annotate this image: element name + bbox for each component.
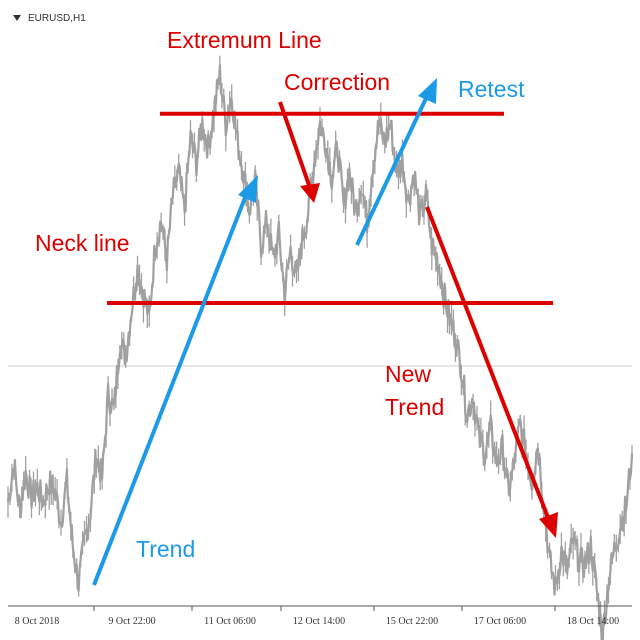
- retest-arrow: [355, 78, 437, 246]
- neck-line-label: Neck line: [35, 230, 130, 256]
- x-tick-label: 15 Oct 22:00: [386, 616, 438, 627]
- x-tick-label: 17 Oct 06:00: [474, 616, 526, 627]
- extremum-line-label: Extremum Line: [167, 27, 322, 53]
- correction-arrow: [278, 101, 320, 203]
- trend-label: Trend: [136, 536, 195, 562]
- x-axis-ticks: 8 Oct 2018 9 Oct 22:00 11 Oct 06:00 12 Oct …: [15, 606, 619, 627]
- x-tick-label: 8 Oct 2018: [15, 616, 59, 627]
- new-trend-label: New Trend: [385, 361, 444, 420]
- x-tick-label: 9 Oct 22:00: [108, 616, 155, 627]
- x-tick-label: 11 Oct 06:00: [204, 616, 256, 627]
- retest-label: Retest: [458, 76, 525, 102]
- price-series: [6, 55, 634, 640]
- symbol-dropdown-icon[interactable]: [13, 15, 21, 21]
- new-trend-arrow: [425, 206, 558, 538]
- x-tick-label: 18 Oct 14:00: [567, 616, 619, 627]
- correction-label: Correction: [284, 69, 390, 95]
- x-tick-label: 12 Oct 14:00: [293, 616, 345, 627]
- trend-arrow: [92, 175, 258, 586]
- symbol-label: EURUSD,H1: [28, 13, 86, 24]
